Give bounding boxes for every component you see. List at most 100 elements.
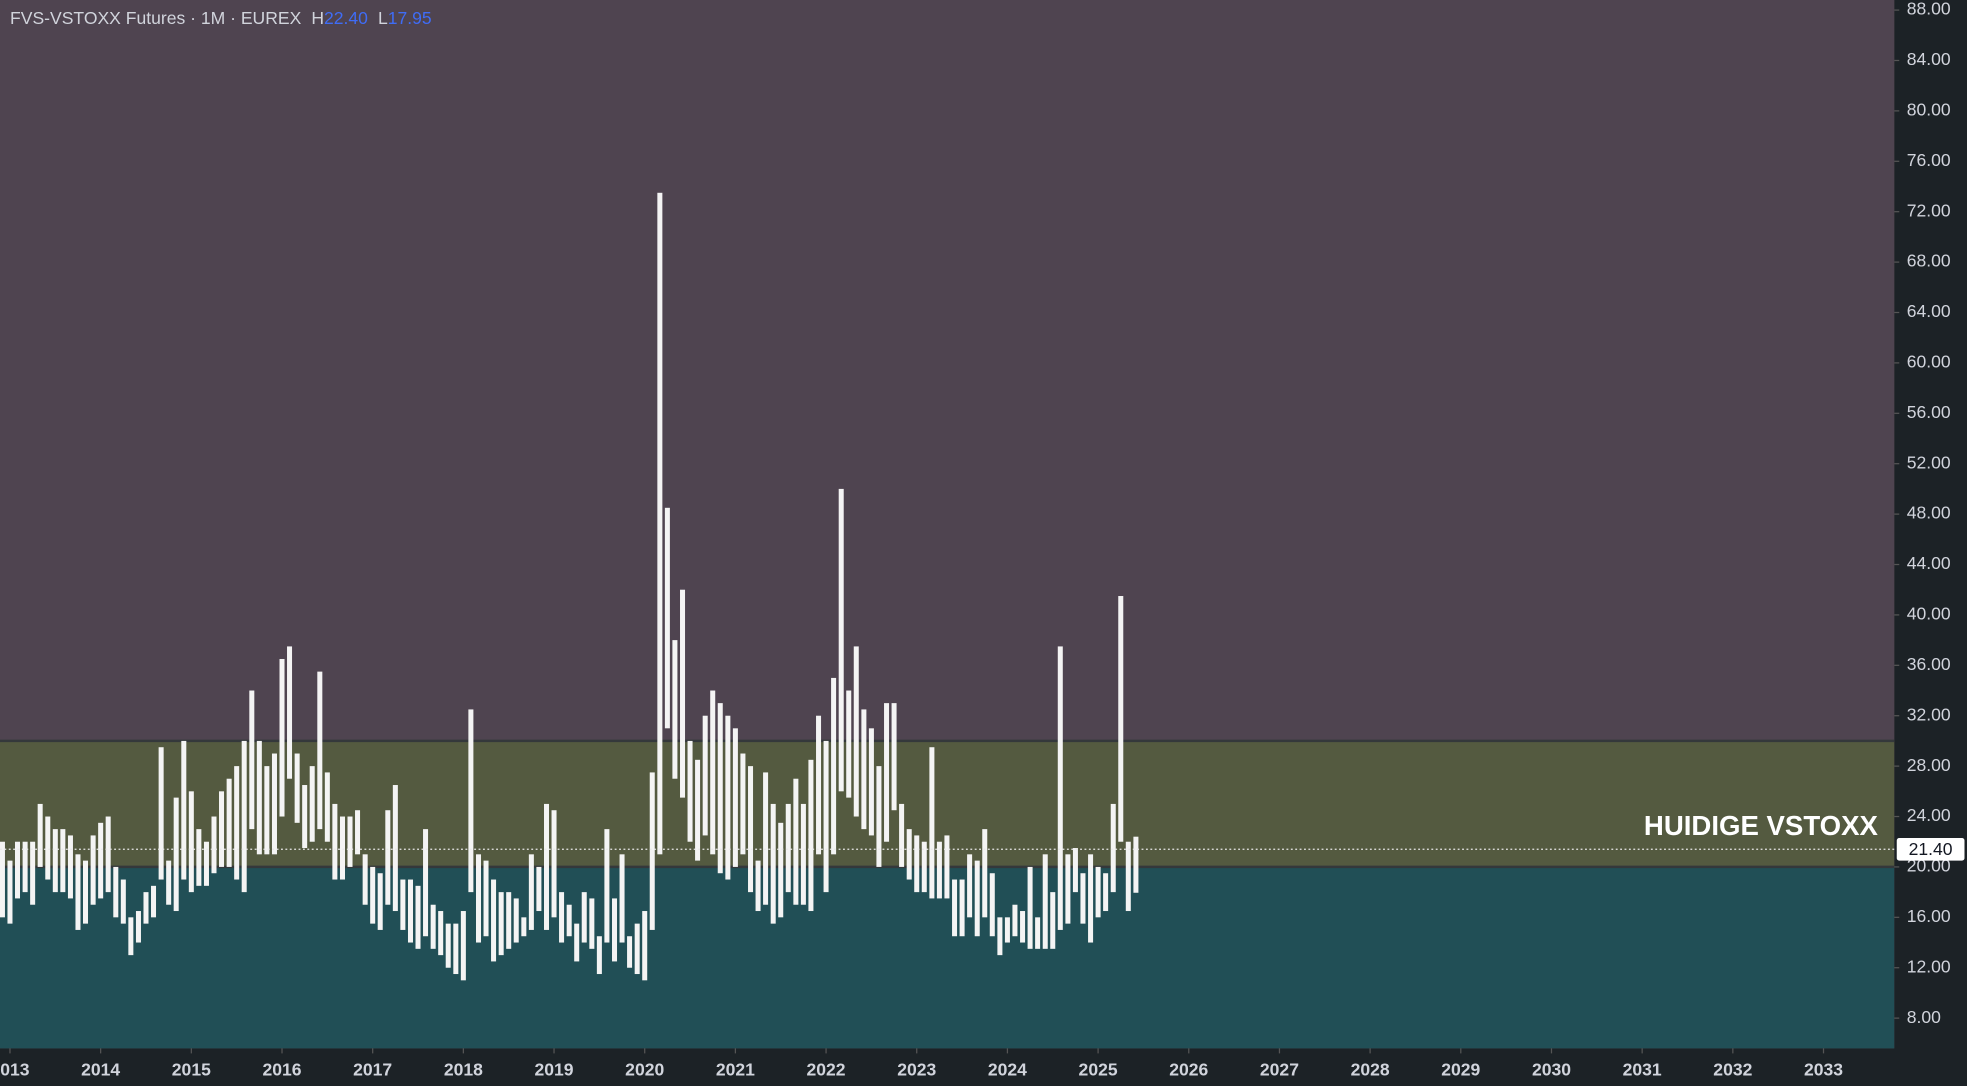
range-bar — [899, 803, 905, 867]
range-bar — [680, 589, 686, 798]
range-bar — [619, 854, 625, 943]
x-tick-label: 2018 — [444, 1060, 483, 1080]
range-bar — [823, 740, 829, 893]
range-bar — [884, 703, 890, 842]
x-tick-label: 2022 — [807, 1060, 846, 1080]
plot-area — [0, 0, 1895, 1049]
range-bar — [672, 640, 678, 779]
range-bar — [732, 728, 738, 867]
range-bar — [1027, 866, 1033, 949]
range-bar — [400, 879, 406, 930]
range-bar — [1133, 836, 1139, 893]
y-tick-label: 60.00 — [1907, 352, 1951, 372]
x-tick-label: 2030 — [1532, 1060, 1571, 1080]
range-bar — [664, 507, 670, 729]
range-bar — [634, 923, 640, 975]
range-bar — [14, 841, 21, 899]
range-bar — [52, 829, 58, 893]
range-bar — [906, 829, 912, 880]
y-tick-label: 88.00 — [1907, 0, 1951, 19]
y-tick-label: 84.00 — [1907, 49, 1951, 69]
y-tick-label: 52.00 — [1907, 452, 1951, 472]
range-bar — [30, 841, 36, 905]
x-tick-label: 2017 — [353, 1060, 392, 1080]
range-bar — [838, 488, 844, 792]
y-tick-label: 24.00 — [1907, 805, 1951, 825]
x-tick-label: 2031 — [1623, 1060, 1662, 1080]
range-bar — [271, 753, 277, 855]
range-bar — [475, 854, 482, 943]
range-bar — [166, 860, 172, 905]
annotation: HUIDIGE VSTOXX — [1644, 810, 1879, 841]
range-bar — [287, 646, 293, 779]
range-bar — [521, 917, 527, 937]
x-tick-label: 2026 — [1169, 1060, 1208, 1080]
y-tick-label: 72.00 — [1907, 200, 1951, 220]
range-bar — [1080, 873, 1086, 924]
range-bar — [347, 816, 353, 867]
range-bar — [75, 854, 81, 930]
range-bar — [151, 885, 157, 918]
x-tick-label: 2014 — [81, 1060, 120, 1080]
last-price-label: 21.40 — [1909, 839, 1953, 859]
range-bar — [944, 835, 950, 899]
range-bar — [596, 936, 602, 975]
range-bar — [377, 873, 383, 930]
range-bar — [566, 904, 572, 937]
range-bar — [695, 759, 701, 861]
symbol: FVS-VSTOXX Futures · 1M · EUREX — [10, 7, 302, 27]
range-bar — [1012, 904, 1018, 937]
range-bar — [196, 829, 202, 886]
range-bar — [211, 816, 217, 874]
range-bar — [725, 715, 731, 880]
range-bar — [392, 785, 398, 912]
range-bar — [302, 785, 308, 849]
range-bar — [982, 829, 988, 918]
range-bar — [612, 898, 618, 962]
range-bar — [627, 936, 633, 968]
range-bar — [309, 766, 315, 842]
range-bar — [551, 810, 557, 918]
range-bar — [498, 892, 504, 956]
y-tick-label: 32.00 — [1907, 704, 1951, 724]
range-bar — [581, 892, 587, 943]
range-bar — [740, 753, 746, 855]
range-bar — [483, 860, 489, 937]
range-bar — [959, 879, 965, 937]
x-tick-label: 2033 — [1804, 1060, 1843, 1080]
range-bar — [868, 728, 874, 836]
range-bar — [1118, 596, 1124, 842]
range-bar — [1088, 854, 1094, 943]
range-bar — [876, 766, 882, 867]
range-bar — [188, 791, 194, 893]
range-bar — [105, 816, 111, 893]
x-tick-label: 2029 — [1441, 1060, 1480, 1080]
x-tick-label: 2025 — [1079, 1060, 1118, 1080]
range-bar — [355, 810, 361, 855]
range-bar — [861, 709, 867, 830]
y-tick-label: 44.00 — [1907, 553, 1951, 573]
range-bar — [385, 810, 391, 905]
header: FVS-VSTOXX Futures · 1M · EUREX H22.40 L17… — [10, 7, 432, 27]
range-bar — [468, 709, 474, 893]
range-bar — [241, 740, 247, 893]
range-bar — [438, 911, 444, 956]
range-bar — [294, 753, 300, 823]
range-bar — [952, 879, 958, 937]
range-bar — [415, 885, 421, 949]
x-tick-label: 2028 — [1351, 1060, 1390, 1080]
range-bar — [891, 703, 897, 811]
range-bar — [460, 911, 466, 981]
range-bar — [914, 835, 920, 893]
range-bar — [219, 791, 225, 867]
range-bar — [98, 822, 104, 899]
range-bar — [491, 879, 497, 962]
range-bar — [317, 671, 323, 830]
range-bar — [249, 690, 255, 830]
range-bar — [755, 860, 761, 912]
y-tick-label: 28.00 — [1907, 755, 1951, 775]
range-bar — [785, 803, 791, 893]
y-tick-label: 48.00 — [1907, 503, 1951, 523]
range-bar — [763, 772, 769, 905]
